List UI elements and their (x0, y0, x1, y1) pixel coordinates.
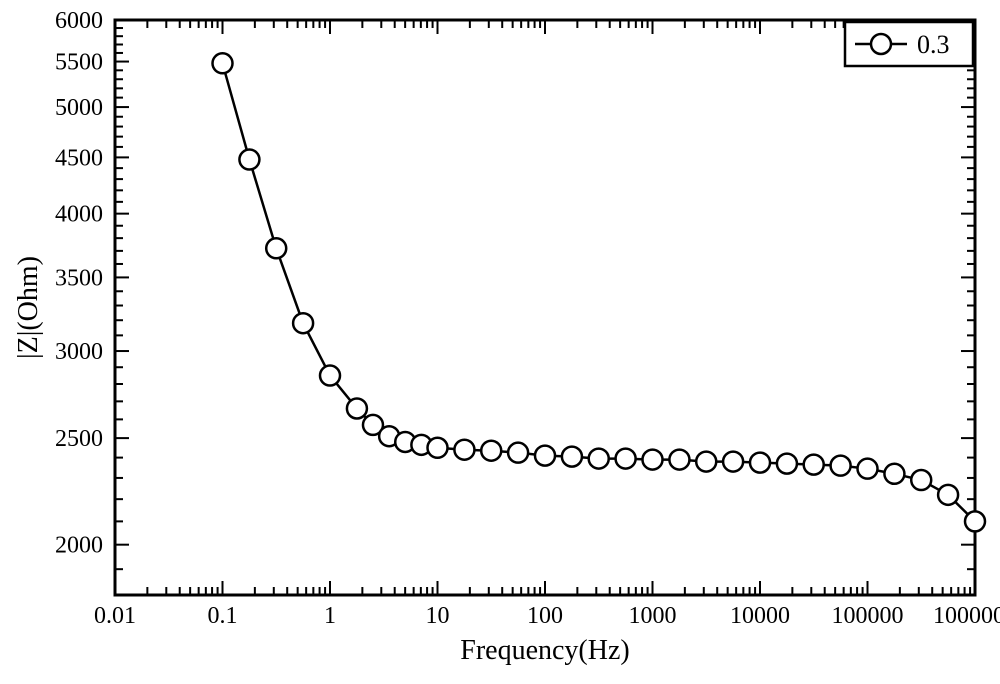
svg-text:1000000: 1000000 (933, 603, 1000, 629)
svg-text:5500: 5500 (55, 50, 103, 76)
svg-text:3000: 3000 (55, 339, 103, 365)
svg-text:100: 100 (527, 603, 563, 629)
svg-text:0.1: 0.1 (208, 603, 238, 629)
svg-text:|Z|(Ohm): |Z|(Ohm) (13, 256, 44, 359)
svg-text:1000: 1000 (629, 603, 677, 629)
svg-text:2000: 2000 (55, 533, 103, 559)
svg-text:4000: 4000 (55, 202, 103, 228)
svg-text:2500: 2500 (55, 426, 103, 452)
svg-text:0.01: 0.01 (94, 603, 136, 629)
svg-text:10: 10 (426, 603, 450, 629)
chart-svg: 0.01 0.1 1 10 100 1000 10000 100000 1000000 Frequ… (0, 0, 1000, 684)
svg-text:Frequency(Hz): Frequency(Hz) (460, 635, 629, 666)
svg-text:6000: 6000 (55, 8, 103, 34)
svg-text:3500: 3500 (55, 265, 103, 291)
impedance-bode-chart: 0.01 0.1 1 10 100 1000 10000 100000 1000000 Frequ… (0, 0, 1000, 684)
svg-text:0.3: 0.3 (917, 30, 950, 59)
svg-text:4500: 4500 (55, 145, 103, 171)
svg-text:5000: 5000 (55, 95, 103, 121)
svg-text:10000: 10000 (730, 603, 790, 629)
svg-text:100000: 100000 (832, 603, 904, 629)
svg-text:1: 1 (324, 603, 336, 629)
